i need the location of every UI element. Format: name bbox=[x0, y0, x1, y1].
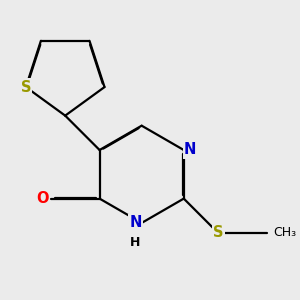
Text: CH₃: CH₃ bbox=[274, 226, 297, 239]
Text: S: S bbox=[21, 80, 31, 94]
Text: H: H bbox=[130, 236, 141, 248]
Text: N: N bbox=[129, 215, 142, 230]
Text: N: N bbox=[184, 142, 196, 158]
Text: O: O bbox=[36, 191, 49, 206]
Text: S: S bbox=[213, 226, 224, 241]
